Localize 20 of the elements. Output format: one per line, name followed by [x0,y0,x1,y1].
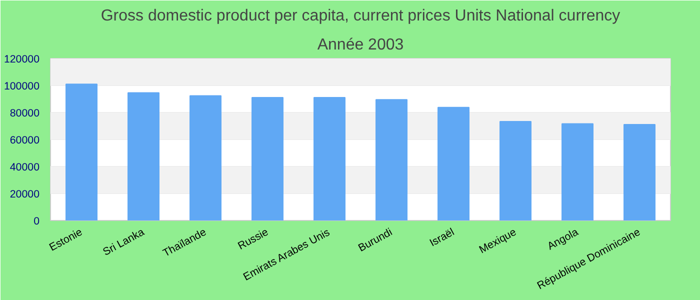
bar [314,97,346,220]
chart-title: Gross domestic product per capita, current prices Units National currency [100,8,620,24]
bar [500,121,532,220]
y-tick-label: 80000 [10,108,40,120]
y-tick-label: 60000 [10,134,40,146]
bar [562,123,594,220]
bar [190,95,222,220]
y-tick-label: 100000 [4,80,40,92]
y-tick-label: 20000 [10,188,40,200]
bar [252,97,284,220]
y-tick-label: 120000 [4,54,40,66]
chart-subtitle: Année 2003 [317,36,404,54]
y-tick-label: 0 [34,216,40,228]
bar [128,92,160,220]
bar [66,84,98,220]
y-tick-label: 40000 [10,162,40,174]
x-tick-label: Sri Lanka [101,226,146,258]
bar [376,99,408,220]
bar [624,124,656,220]
bar [438,106,470,220]
